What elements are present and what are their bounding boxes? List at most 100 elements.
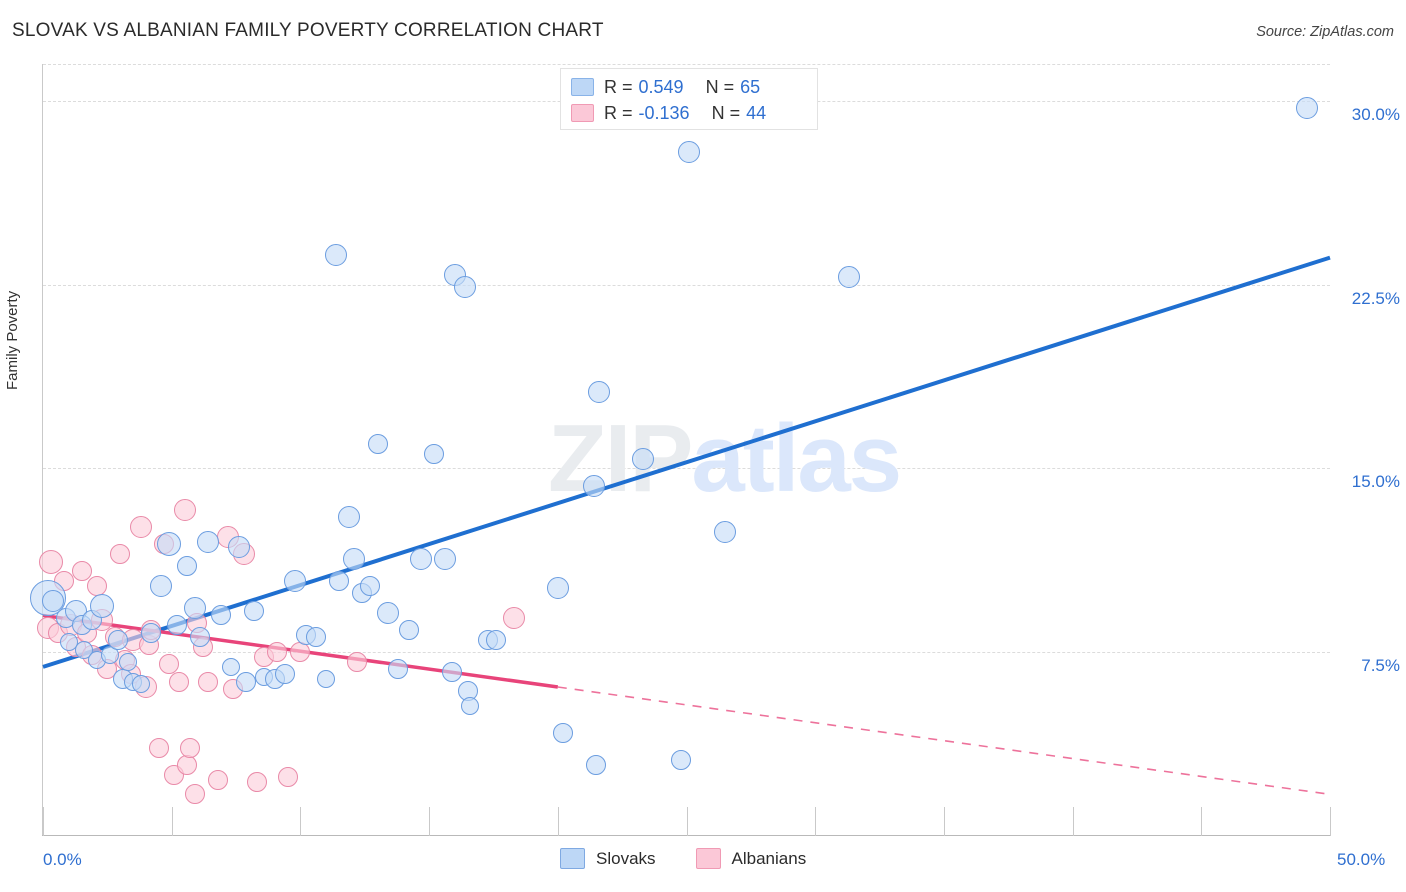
data-point-slovaks[interactable] [183, 597, 206, 620]
slovaks-n-value: 65 [740, 76, 761, 97]
albanians-n-value: 44 [746, 102, 767, 123]
data-point-slovaks[interactable] [190, 627, 210, 648]
data-point-slovaks[interactable] [587, 381, 610, 404]
data-point-slovaks[interactable] [166, 615, 187, 636]
data-point-albanians[interactable] [71, 561, 92, 582]
data-point-albanians[interactable] [290, 642, 311, 663]
albanians-r-label: R = [604, 102, 633, 123]
y-axis-tick-label: 22.5% [1351, 288, 1400, 308]
data-point-slovaks[interactable] [388, 659, 409, 680]
data-point-slovaks[interactable] [376, 601, 399, 624]
data-point-slovaks[interactable] [1295, 97, 1318, 120]
data-point-albanians[interactable] [87, 576, 108, 597]
y-axis-tick-label: 7.5% [1361, 656, 1400, 676]
data-point-slovaks[interactable] [552, 723, 573, 744]
data-point-slovaks[interactable] [671, 750, 692, 771]
data-point-slovaks[interactable] [42, 589, 65, 612]
data-point-slovaks[interactable] [221, 657, 240, 676]
data-point-albanians[interactable] [148, 737, 169, 758]
data-point-albanians[interactable] [177, 754, 198, 775]
data-point-slovaks[interactable] [433, 548, 456, 571]
gridline [43, 284, 1330, 286]
data-point-slovaks[interactable] [244, 600, 265, 621]
data-point-albanians[interactable] [208, 769, 229, 790]
data-point-slovaks[interactable] [582, 474, 605, 497]
data-point-albanians[interactable] [503, 606, 526, 629]
data-point-albanians[interactable] [277, 767, 298, 788]
data-point-slovaks[interactable] [442, 661, 463, 682]
data-point-slovaks[interactable] [236, 671, 257, 692]
data-point-slovaks[interactable] [359, 576, 380, 597]
data-point-albanians[interactable] [129, 516, 152, 539]
data-point-slovaks[interactable] [118, 652, 137, 671]
data-point-slovaks[interactable] [454, 276, 477, 299]
data-point-albanians[interactable] [169, 671, 190, 692]
data-point-slovaks[interactable] [367, 433, 388, 454]
x-axis-tick [1330, 807, 1331, 836]
y-axis-line [42, 64, 43, 836]
data-point-albanians[interactable] [159, 654, 180, 675]
legend-swatch-slovaks-icon [560, 848, 585, 869]
data-point-slovaks[interactable] [343, 548, 366, 571]
albanians-swatch-icon [571, 104, 594, 122]
data-point-slovaks[interactable] [177, 556, 198, 577]
series-legend: Slovaks Albanians [560, 848, 846, 869]
slovaks-swatch-icon [571, 78, 594, 96]
data-point-slovaks[interactable] [157, 532, 182, 557]
data-point-albanians[interactable] [246, 772, 267, 793]
data-point-slovaks[interactable] [486, 629, 507, 650]
data-point-slovaks[interactable] [631, 447, 654, 470]
data-point-albanians[interactable] [179, 737, 200, 758]
data-point-slovaks[interactable] [141, 622, 162, 643]
data-point-slovaks[interactable] [678, 141, 701, 164]
watermark-atlas: atlas [691, 405, 902, 512]
data-point-slovaks[interactable] [410, 548, 433, 571]
y-axis-tick-label: 30.0% [1351, 104, 1400, 124]
data-point-slovaks[interactable] [714, 521, 737, 544]
data-point-slovaks[interactable] [90, 593, 115, 618]
data-point-albanians[interactable] [197, 671, 218, 692]
data-point-slovaks[interactable] [461, 697, 480, 716]
data-point-albanians[interactable] [110, 544, 131, 565]
albanians-r-value: -0.136 [638, 102, 690, 123]
source-attribution: Source: ZipAtlas.com [1256, 24, 1394, 40]
data-point-albanians[interactable] [38, 549, 63, 574]
data-point-slovaks[interactable] [150, 575, 173, 598]
data-point-slovaks[interactable] [274, 664, 295, 685]
data-point-albanians[interactable] [347, 651, 368, 672]
data-point-albanians[interactable] [184, 784, 205, 805]
page-title: SLOVAK VS ALBANIAN FAMILY POVERTY CORREL… [12, 20, 604, 41]
x-axis-tick [815, 807, 817, 836]
albanians-n-label: N = [711, 102, 741, 123]
x-axis-tick [43, 807, 44, 836]
data-point-slovaks[interactable] [305, 627, 326, 648]
data-point-slovaks[interactable] [837, 266, 860, 289]
data-point-albanians[interactable] [267, 642, 288, 663]
data-point-slovaks[interactable] [284, 570, 307, 593]
trendline-slovaks [42, 255, 1331, 669]
y-axis-title: Family Poverty [4, 290, 21, 390]
data-point-slovaks[interactable] [196, 530, 219, 553]
data-point-slovaks[interactable] [210, 605, 231, 626]
x-axis-tick [686, 807, 688, 836]
data-point-slovaks[interactable] [338, 506, 361, 529]
x-axis-tick [1072, 807, 1074, 836]
legend-item-albanians[interactable]: Albanians [695, 848, 806, 869]
data-point-slovaks[interactable] [586, 754, 607, 775]
data-point-slovaks[interactable] [317, 670, 336, 689]
correlation-row-slovaks: R = 0.549 N = 65 [571, 74, 760, 100]
slovaks-r-label: R = [604, 76, 633, 97]
data-point-slovaks[interactable] [325, 244, 348, 267]
data-point-slovaks[interactable] [131, 675, 150, 694]
data-point-slovaks[interactable] [107, 629, 128, 650]
data-point-slovaks[interactable] [227, 535, 250, 558]
legend-item-slovaks[interactable]: Slovaks [560, 848, 656, 869]
x-axis-tick [943, 807, 945, 836]
data-point-albanians[interactable] [173, 499, 196, 522]
data-point-slovaks[interactable] [398, 620, 419, 641]
x-axis-tick [557, 807, 559, 836]
data-point-slovaks[interactable] [424, 443, 445, 464]
data-point-slovaks[interactable] [546, 577, 569, 600]
data-point-slovaks[interactable] [329, 571, 349, 592]
